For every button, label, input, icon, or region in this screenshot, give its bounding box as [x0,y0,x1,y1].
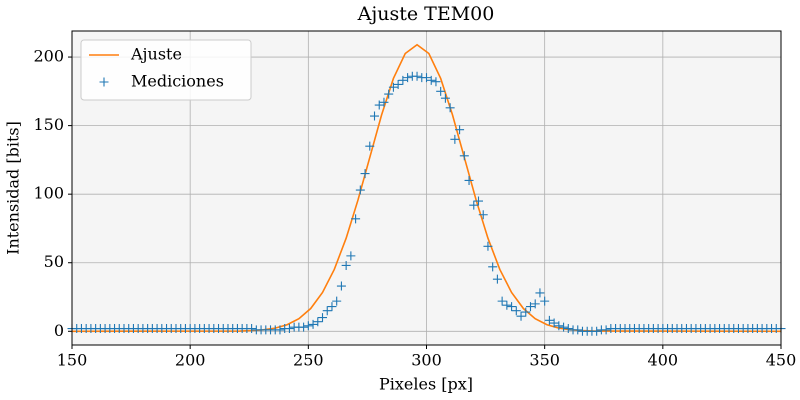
marker [492,274,502,284]
marker [592,326,602,336]
legend: Ajuste Mediciones [80,39,252,101]
marker [322,306,332,316]
marker [601,325,611,335]
marker [403,73,413,83]
marker [478,210,488,220]
marker [540,296,550,306]
legend-label: Mediciones [131,72,224,91]
marker [341,260,351,270]
legend-swatch [99,77,109,87]
fit-line [71,43,782,333]
y-tick-label: 0 [54,321,64,340]
marker [308,319,318,329]
marker [332,296,342,306]
marker [549,318,559,328]
legend-label: Ajuste [130,45,182,64]
marker [388,82,398,92]
marker [455,125,465,135]
chart-title: Ajuste TEM00 [357,3,495,25]
marker [346,251,356,261]
marker [318,313,328,323]
x-tick-label: 200 [175,351,206,370]
y-axis-label: Intensidad [bits] [4,121,23,255]
marker [284,324,294,334]
marker [554,321,564,331]
marker [374,100,384,110]
marker [450,134,460,144]
marker [483,241,493,251]
marker [426,75,436,85]
marker [445,103,455,113]
marker [365,141,375,151]
marker [351,214,361,224]
marker [464,175,474,185]
marker [473,196,483,206]
marker [530,299,540,309]
marker [563,324,573,334]
marker [327,302,337,312]
x-tick-label: 250 [293,351,324,370]
y-tick-label: 50 [44,252,64,271]
marker [412,71,422,81]
x-tick-label: 300 [411,351,442,370]
marker [355,185,365,195]
x-tick-label: 350 [529,351,560,370]
legend-box [80,39,252,101]
marker [360,169,370,179]
marker [511,306,521,316]
marker [525,302,535,312]
marker [535,288,545,298]
marker [299,322,309,332]
marker [440,93,450,103]
y-tick-label: 150 [33,115,64,134]
marker [303,321,313,331]
marker [384,89,394,99]
marker [559,322,569,332]
marker [379,97,389,107]
marker [393,79,403,89]
marker [247,324,257,334]
marker [573,325,583,335]
marker [436,86,446,96]
marker [497,296,507,306]
marker [488,262,498,272]
marker [398,75,408,85]
marker [502,300,512,310]
marker [507,302,517,312]
x-axis-label: Pixeles [px] [379,375,473,394]
plot-frame [71,30,782,346]
x-tick-label: 150 [57,351,88,370]
marker [544,315,554,325]
x-tick-label: 400 [648,351,679,370]
y-tick-label: 200 [33,47,64,66]
marker [431,77,441,87]
marker [336,281,346,291]
marker [521,307,531,317]
y-tick-label: 100 [33,184,64,203]
x-tick-label: 450 [766,351,797,370]
marker [370,111,380,121]
marker [459,151,469,161]
marks [67,43,786,336]
marker [469,200,479,210]
marker [313,317,323,327]
marker [422,73,431,83]
marker [275,325,285,335]
marker [516,311,526,321]
